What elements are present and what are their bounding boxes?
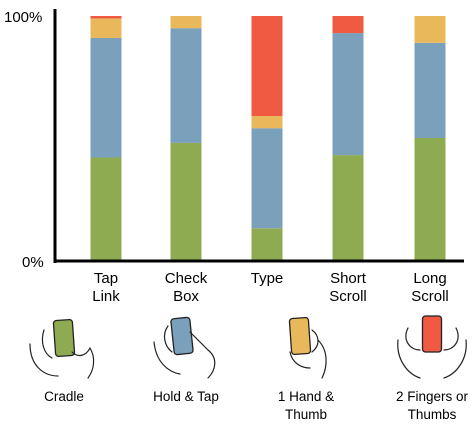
bar-segment-2-3: [251, 16, 283, 117]
x-tick-label-4-0: Long: [413, 270, 446, 287]
left-fingers-outline: [163, 325, 173, 353]
bar-segment-0-1: [90, 37, 122, 158]
hand-outline: [317, 339, 327, 379]
bar-segment-4-0: [414, 138, 446, 260]
one-hand-thumb-grip-icon: [288, 316, 327, 379]
legend: Cradle Hold & Tap 1 Hand & Thumb 2 Fingers o…: [29, 315, 469, 422]
bar-segment-4-2: [414, 16, 446, 43]
right-finger-outline: [189, 331, 209, 351]
bar-segment-3-3: [332, 16, 364, 34]
hold-and-tap-grip-icon: [153, 316, 216, 379]
x-tick-label-3-1: Scroll: [329, 288, 367, 305]
palm-outline: [289, 351, 311, 369]
bar-segment-0-3: [90, 16, 122, 19]
x-tick-label-4-1: Scroll: [411, 288, 449, 305]
legend-phone-1: [170, 316, 194, 356]
legend-label-3-0: 2 Fingers or: [396, 389, 469, 404]
y-tick-label-bottom: 0%: [22, 254, 44, 271]
left-fingers-outline: [41, 329, 53, 359]
legend-label-0-0: Cradle: [44, 389, 84, 404]
left-hand-outline: [397, 339, 421, 379]
right-hand-outline: [87, 347, 95, 379]
x-tick-label-0-1: Link: [92, 288, 120, 305]
left-hand-outline: [29, 343, 59, 377]
x-tick-label-2-0: Type: [251, 270, 284, 287]
bar-segment-2-1: [251, 128, 283, 229]
right-finger-outline: [71, 347, 91, 357]
right-hand-outline: [207, 349, 216, 379]
legend-label-3-1: Thumbs: [408, 407, 457, 422]
legend-phone-3: [421, 315, 443, 353]
x-tick-label-1-1: Box: [173, 288, 199, 305]
bar-segment-4-1: [414, 42, 446, 139]
bar-segment-3-1: [332, 33, 364, 156]
legend-phone-0: [52, 318, 76, 358]
x-tick-label-1-0: Check: [165, 270, 208, 287]
bar-segment-3-0: [332, 155, 364, 260]
right-fingers-outline: [443, 327, 459, 351]
x-tick-label-3-0: Short: [330, 270, 367, 287]
bar-segment-2-2: [251, 116, 283, 129]
cradle-grip-icon: [29, 318, 95, 379]
thumb-outline: [311, 329, 319, 353]
bar-segment-1-2: [170, 16, 202, 29]
right-hand-outline: [443, 339, 467, 379]
bar-segment-2-0: [251, 228, 283, 260]
bar-segment-0-0: [90, 157, 122, 260]
legend-label-2-1: Thumb: [285, 407, 327, 422]
y-tick-label-top: 100%: [4, 9, 42, 26]
left-fingers-outline: [405, 327, 421, 351]
legend-label-1-0: Hold & Tap: [153, 389, 219, 404]
legend-label-2-0: 1 Hand &: [278, 389, 334, 404]
two-thumbs-grip-icon: [397, 315, 467, 379]
bar-segment-1-1: [170, 28, 202, 143]
bar-segment-0-2: [90, 18, 122, 38]
x-tick-label-0-0: Tap: [94, 270, 118, 287]
bar-segment-1-0: [170, 142, 202, 260]
left-hand-outline: [153, 341, 181, 375]
legend-phone-2: [288, 316, 312, 356]
bars-group: [90, 16, 446, 260]
